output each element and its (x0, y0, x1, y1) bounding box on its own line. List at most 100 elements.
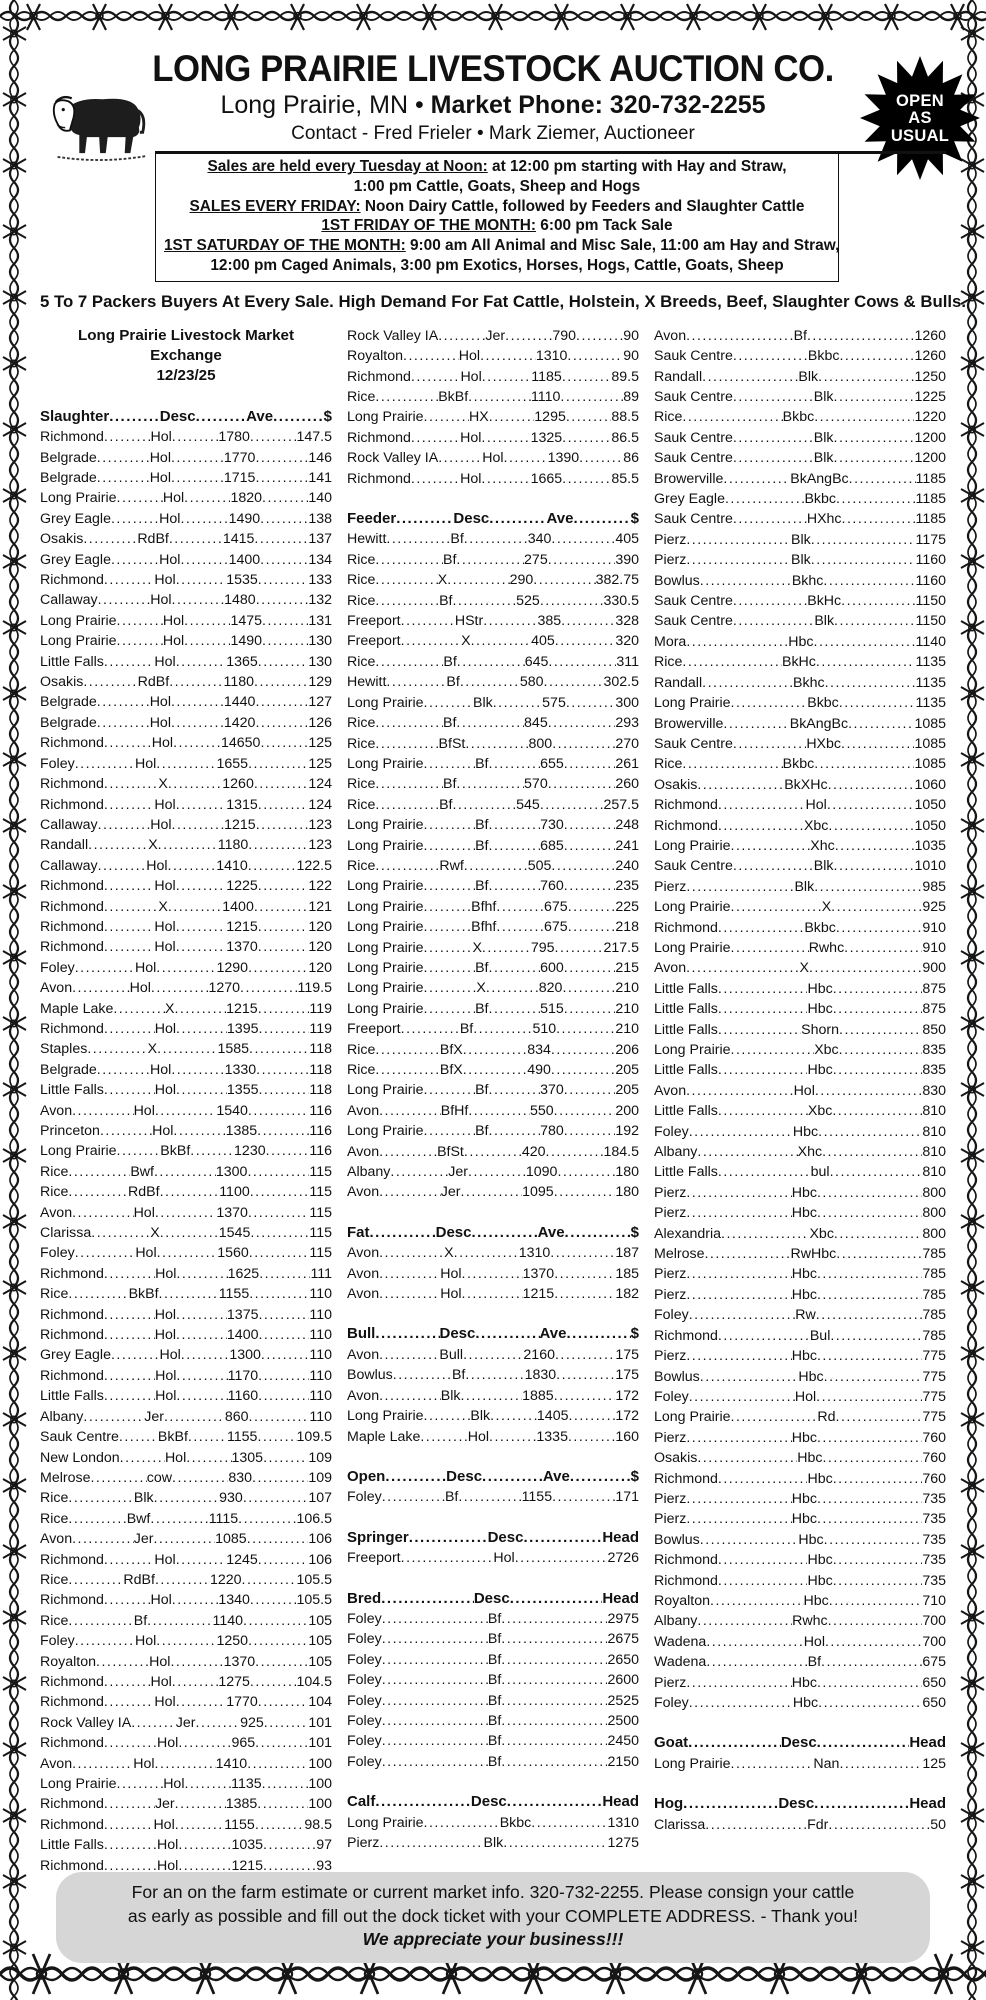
breed-desc: Rwf (439, 857, 464, 874)
avg-weight: 800 (528, 735, 553, 752)
dot-leader (475, 1324, 539, 1341)
dot-leader (818, 1693, 922, 1709)
seller-city: Foley (654, 1695, 689, 1711)
dot-leader (721, 1224, 809, 1240)
market-row: Little FallsHol103597 (40, 1835, 332, 1855)
breed-desc: Hol (154, 653, 176, 670)
seller-city: Alexandria (654, 1225, 722, 1242)
section-header-row: BullDescAve$ (347, 1324, 639, 1344)
dot-leader (257, 1427, 296, 1443)
section-header-row: FeederDescAve$ (347, 509, 639, 529)
seller-city: Long Prairie (654, 939, 731, 956)
dot-leader (828, 1611, 923, 1627)
price: 97 (316, 1837, 332, 1854)
avg-weight: 1215 (226, 918, 258, 935)
avg-weight: 1095 (522, 1184, 554, 1201)
price: 257.5 (603, 796, 639, 813)
head-price: 1150 (915, 613, 947, 630)
breed-desc: Hol (805, 797, 827, 814)
dot-leader (814, 754, 914, 770)
market-row: AvonHol1370185 (347, 1264, 639, 1284)
dot-leader (817, 1285, 922, 1301)
breed-desc: Hol (134, 959, 157, 976)
avg-weight: 1395 (226, 1020, 259, 1037)
breed-desc: HXbc (806, 735, 842, 752)
price: 382.75 (595, 572, 640, 589)
seller-city: Foley (40, 959, 75, 976)
avg-weight: 1305 (231, 1449, 264, 1466)
dot-leader (489, 958, 541, 974)
dot-leader (836, 1407, 923, 1423)
dot-leader (564, 1080, 616, 1096)
seller-city: Pierz (654, 531, 687, 548)
price: 105 (308, 1653, 332, 1670)
breed-desc: Bul (809, 1327, 831, 1344)
dot-leader (686, 550, 791, 566)
seller-city: Sauk Centre (40, 1429, 119, 1446)
dot-leader (151, 978, 209, 994)
seller-city: Foley (40, 1245, 75, 1262)
breed-desc: Hbc (788, 633, 814, 650)
seller-city: Browerville (654, 470, 724, 487)
market-row: Rock Valley IAHol139086 (347, 448, 639, 468)
head-price: 1035 (914, 837, 946, 854)
column-label-2: Desc (470, 1793, 507, 1811)
price: 120 (308, 939, 332, 956)
seller-city: Rice (347, 592, 376, 609)
avg-weight: 1180 (217, 837, 249, 854)
seller-city: Grey Eagle (40, 551, 111, 568)
dot-leader (68, 1284, 128, 1300)
market-row: OsakisHbc760 (654, 1448, 946, 1468)
breed-desc: Blk (798, 368, 819, 385)
seller-city: Osakis (40, 674, 84, 691)
dot-leader (822, 1448, 922, 1464)
column-label-3: Ave (546, 510, 574, 528)
head-price: 1135 (915, 695, 947, 712)
seller-city: Richmond (654, 1552, 718, 1569)
market-row: RichmondHol1395119 (40, 1019, 332, 1039)
breed-desc: Hol (162, 612, 185, 629)
avg-weight: 575 (542, 694, 566, 711)
price: 205 (615, 1062, 640, 1078)
dot-leader (452, 591, 516, 607)
price: 119.5 (297, 980, 332, 997)
dot-leader (382, 1731, 488, 1747)
dot-leader (548, 652, 616, 668)
dot-leader (834, 428, 915, 444)
seller-city: Little Falls (654, 1062, 718, 1079)
price: 328 (615, 613, 639, 630)
breed-desc: Hol (440, 1286, 462, 1303)
dot-leader (490, 1406, 537, 1422)
seller-city: Foley (347, 1672, 382, 1689)
avg-weight: 525 (516, 592, 540, 609)
avg-weight: 545 (516, 796, 540, 813)
dot-leader (98, 815, 151, 831)
market-row: RichmondHol1050 (654, 795, 946, 815)
dot-leader (258, 1366, 309, 1382)
seller-city: Avon (347, 1143, 380, 1160)
market-row: RichmondHol1770104 (40, 1692, 332, 1712)
market-row: ClarissaX1545115 (40, 1223, 332, 1243)
dot-leader (248, 958, 308, 974)
dot-leader (172, 1590, 219, 1606)
price: 300 (615, 694, 639, 711)
dot-leader (75, 1243, 136, 1259)
avg-weight: 1295 (534, 409, 566, 426)
avg-weight: 2160 (523, 1346, 555, 1363)
price: 330.5 (603, 592, 639, 609)
seller-city: Rice (347, 1062, 376, 1078)
dot-leader (564, 815, 616, 831)
head-price: 735 (922, 1531, 946, 1548)
dot-leader (468, 1101, 530, 1117)
dot-leader (258, 1080, 309, 1096)
barbed-wire-border-left (0, 0, 30, 2000)
dot-leader (424, 407, 470, 423)
dot-leader (254, 672, 308, 688)
dot-leader (817, 1183, 922, 1199)
dot-leader (420, 1427, 467, 1443)
dot-leader (828, 775, 915, 791)
breed-desc: BfX (439, 1041, 463, 1058)
seller-city: Long Prairie (654, 899, 731, 916)
dot-leader (249, 1284, 309, 1300)
breed-desc: Bf (487, 1631, 502, 1648)
